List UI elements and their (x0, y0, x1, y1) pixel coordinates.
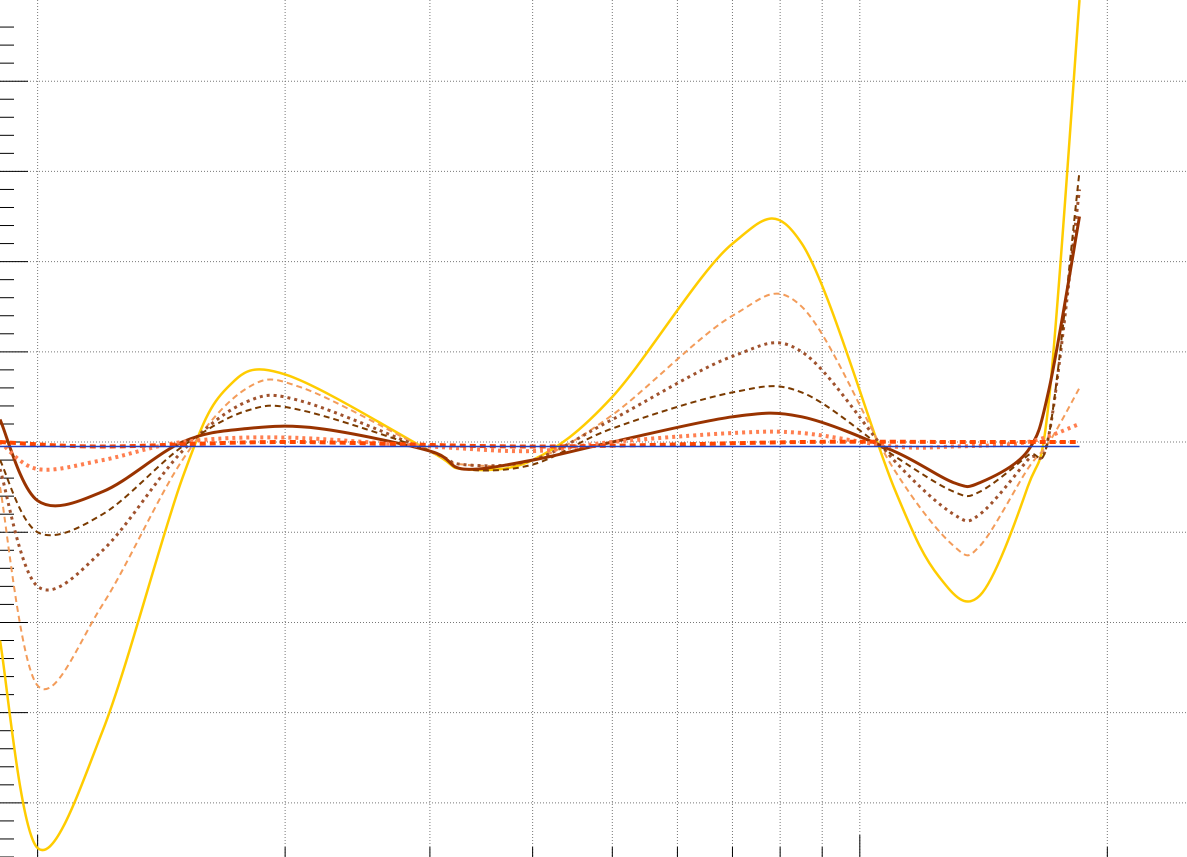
series-line-2 (0, 292, 1081, 690)
series-line-1 (0, 0, 1081, 852)
series-lines (0, 0, 1081, 852)
series-line-6 (0, 422, 1081, 472)
series-line-3 (0, 189, 1081, 592)
axis-ticks (0, 26, 1108, 857)
series-line-4 (0, 171, 1081, 537)
